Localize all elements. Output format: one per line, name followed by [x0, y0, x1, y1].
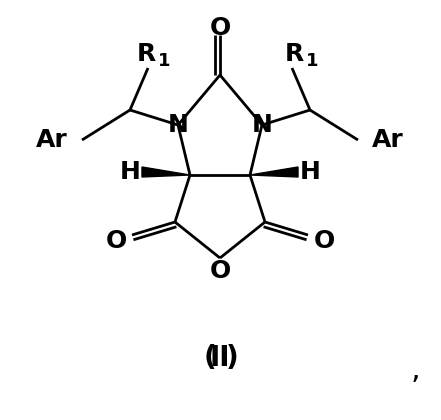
Text: II: II: [210, 344, 230, 372]
Text: ): ): [226, 344, 239, 372]
Text: R: R: [136, 42, 156, 66]
Text: 1: 1: [306, 52, 318, 70]
Text: Ar: Ar: [372, 128, 404, 152]
Polygon shape: [142, 167, 190, 177]
Text: Ar: Ar: [36, 128, 68, 152]
Text: O: O: [105, 229, 127, 253]
Text: O: O: [314, 229, 335, 253]
Text: N: N: [251, 113, 273, 137]
Polygon shape: [250, 167, 298, 177]
Text: 1: 1: [158, 52, 171, 70]
Text: R: R: [284, 42, 303, 66]
Text: O: O: [209, 16, 231, 40]
Text: H: H: [120, 160, 140, 184]
Text: ,: ,: [410, 355, 420, 384]
Text: (: (: [204, 344, 217, 372]
Text: O: O: [209, 259, 231, 283]
Text: H: H: [299, 160, 321, 184]
Text: N: N: [168, 113, 188, 137]
